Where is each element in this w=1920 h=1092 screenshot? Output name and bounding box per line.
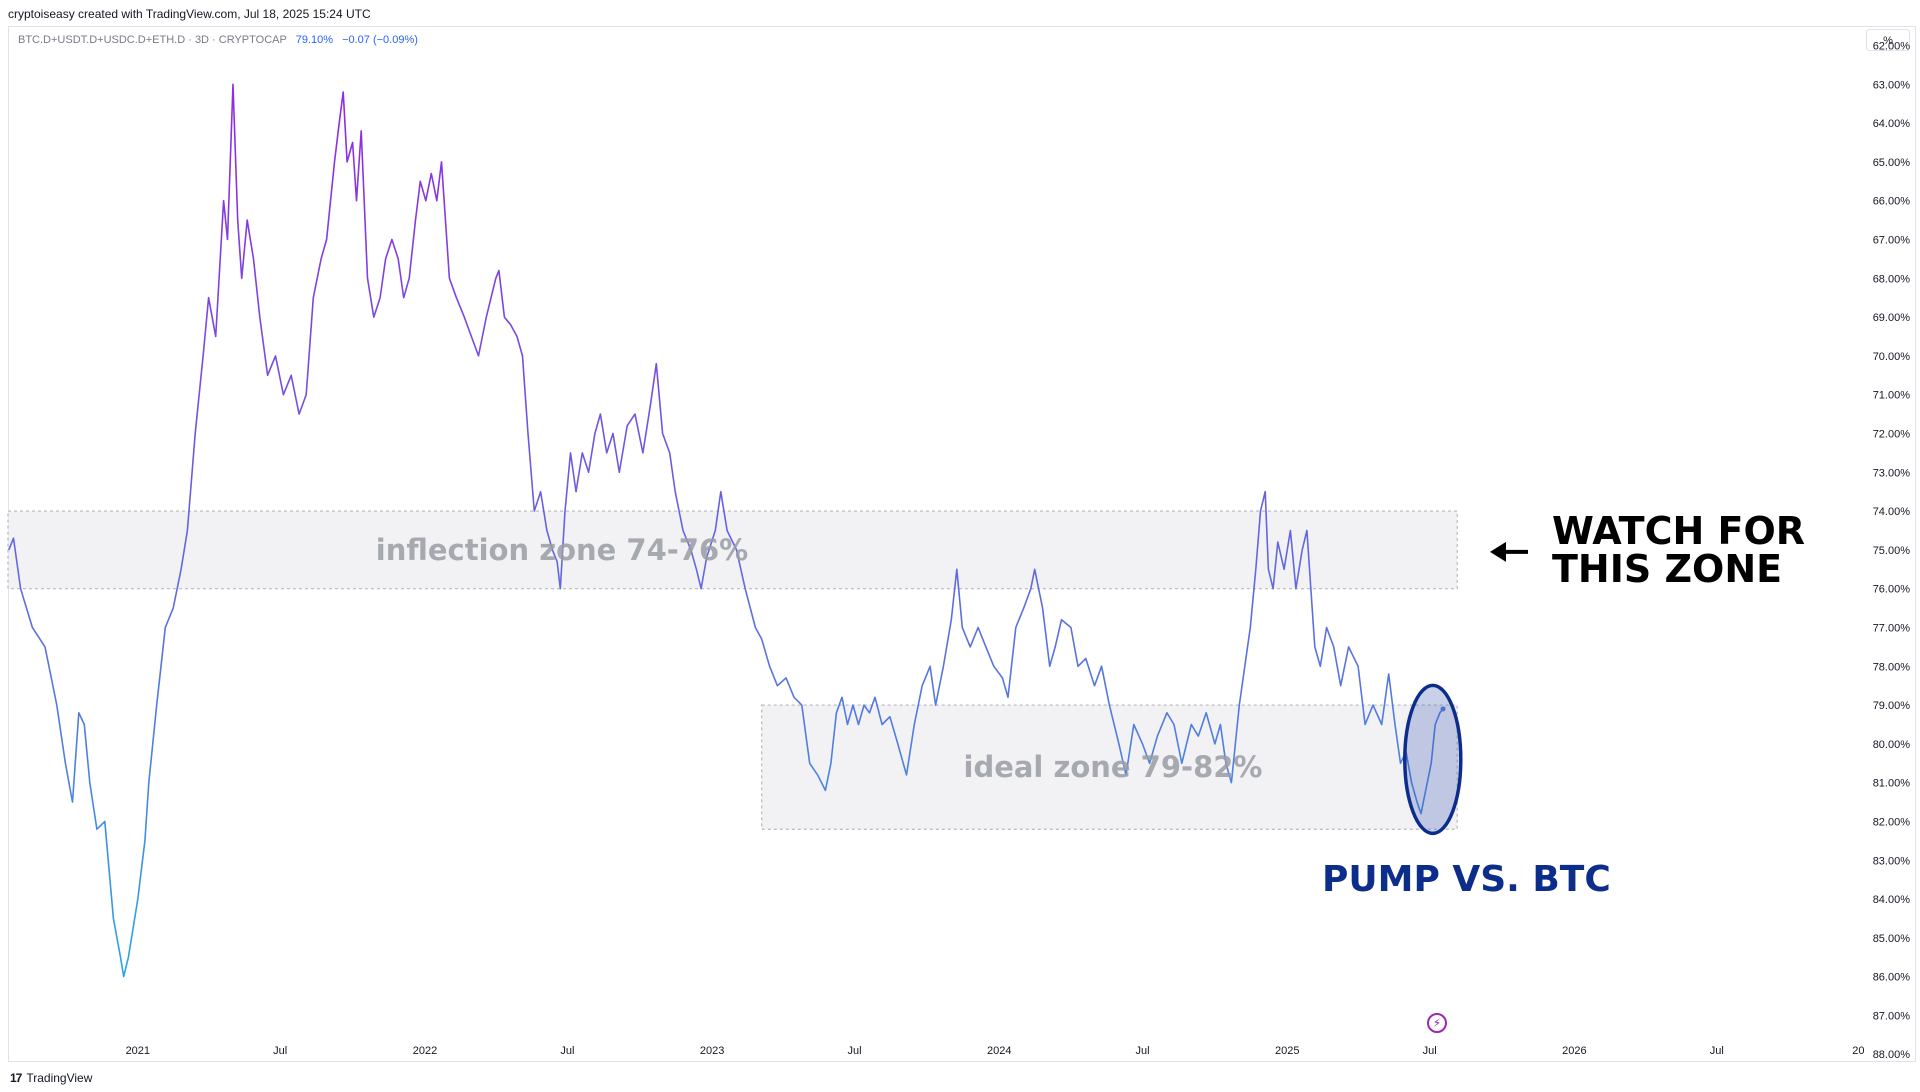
y-tick-label: 68.00% bbox=[1873, 273, 1911, 285]
y-tick-label: 88.00% bbox=[1873, 1049, 1911, 1061]
y-tick-label: 64.00% bbox=[1873, 118, 1911, 130]
y-tick-label: 72.00% bbox=[1873, 428, 1911, 440]
y-tick-label: 66.00% bbox=[1873, 196, 1911, 208]
y-tick-label: 87.00% bbox=[1873, 1010, 1911, 1022]
y-tick-label: 80.00% bbox=[1873, 739, 1911, 751]
y-tick-label: 63.00% bbox=[1873, 79, 1911, 91]
x-tick-label: 2024 bbox=[987, 1045, 1011, 1057]
y-tick-label: 78.00% bbox=[1873, 661, 1911, 673]
x-tick-label: Jul bbox=[1135, 1045, 1149, 1057]
x-tick-label: 2025 bbox=[1275, 1045, 1299, 1057]
y-tick-label: 74.00% bbox=[1873, 506, 1911, 518]
y-tick-label: 67.00% bbox=[1873, 235, 1911, 247]
tradingview-footer: 17 TradingView bbox=[10, 1071, 92, 1085]
x-tick-label: Jul bbox=[1423, 1045, 1437, 1057]
y-tick-label: 79.00% bbox=[1873, 700, 1911, 712]
pump-highlight-ellipse bbox=[1403, 683, 1463, 836]
y-tick-label: 70.00% bbox=[1873, 351, 1911, 363]
x-tick-label: 2021 bbox=[126, 1045, 150, 1057]
percent-scale-button[interactable]: % bbox=[1866, 29, 1910, 51]
symbol-name: BTC.D+USDT.D+USDC.D+ETH.D · 3D · CRYPTOC… bbox=[18, 34, 287, 46]
y-tick-label: 76.00% bbox=[1873, 584, 1911, 596]
watch-callout-line1: WATCH FOR bbox=[1552, 509, 1805, 553]
y-tick-label: 82.00% bbox=[1873, 816, 1911, 828]
inflection-zone-label: inflection zone 74-76% bbox=[376, 533, 748, 567]
x-tick-label: 2026 bbox=[1562, 1045, 1586, 1057]
tradingview-logo-icon: 17 bbox=[10, 1071, 22, 1085]
y-tick-label: 71.00% bbox=[1873, 390, 1911, 402]
x-tick-label: Jul bbox=[848, 1045, 862, 1057]
y-tick-label: 65.00% bbox=[1873, 157, 1911, 169]
y-tick-label: 83.00% bbox=[1873, 855, 1911, 867]
watch-callout-line2: THIS ZONE bbox=[1552, 547, 1782, 591]
pump-label: PUMP VS. BTC bbox=[1322, 859, 1611, 900]
change-value: −0.07 (−0.09%) bbox=[342, 34, 418, 46]
y-tick-label: 85.00% bbox=[1873, 933, 1911, 945]
dominance-series-line[interactable] bbox=[8, 83, 1444, 978]
x-tick-label: 20 bbox=[1852, 1045, 1864, 1057]
tradingview-brand: TradingView bbox=[26, 1071, 93, 1085]
y-tick-label: 86.00% bbox=[1873, 972, 1911, 984]
y-tick-label: 81.00% bbox=[1873, 778, 1911, 790]
ideal-zone-label: ideal zone 79-82% bbox=[964, 750, 1263, 784]
lightning-icon[interactable]: ⚡ bbox=[1427, 1013, 1447, 1033]
arrow-head-icon bbox=[1490, 541, 1506, 562]
y-tick-label: 69.00% bbox=[1873, 312, 1911, 324]
x-tick-label: 2023 bbox=[700, 1045, 724, 1057]
ideal-zone-box bbox=[761, 704, 1458, 830]
y-tick-label: 73.00% bbox=[1873, 467, 1911, 479]
inflection-zone-box bbox=[7, 510, 1458, 590]
y-tick-label: 75.00% bbox=[1873, 545, 1911, 557]
x-tick-label: Jul bbox=[1710, 1045, 1724, 1057]
symbol-legend[interactable]: BTC.D+USDT.D+USDC.D+ETH.D · 3D · CRYPTOC… bbox=[18, 34, 418, 46]
y-tick-label: 62.00% bbox=[1873, 41, 1911, 53]
y-tick-label: 84.00% bbox=[1873, 894, 1911, 906]
y-tick-label: 77.00% bbox=[1873, 622, 1911, 634]
x-tick-label: Jul bbox=[273, 1045, 287, 1057]
x-tick-label: 2022 bbox=[413, 1045, 437, 1057]
x-tick-label: Jul bbox=[560, 1045, 574, 1057]
last-point-marker bbox=[1440, 706, 1446, 712]
chart-credit: cryptoiseasy created with TradingView.co… bbox=[8, 7, 371, 21]
last-value: 79.10% bbox=[295, 34, 334, 46]
